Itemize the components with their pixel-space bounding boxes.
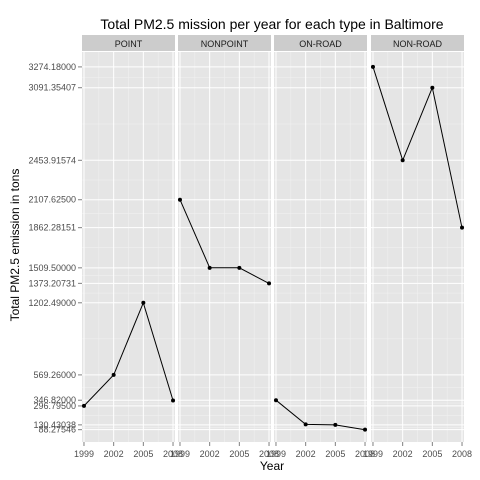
data-point [267,281,272,286]
x-tick-label: 2002 [104,449,124,459]
data-point [303,422,308,427]
data-point [370,64,375,69]
data-point [460,225,465,230]
x-tick-label: 2002 [296,449,316,459]
x-tick-label: 2002 [200,449,220,459]
x-tick-label: 2005 [229,449,249,459]
x-tick-label: 2008 [355,449,375,459]
facet-strip [371,35,464,51]
x-tick-label: 2008 [452,449,472,459]
x-tick-label: 1999 [74,449,94,459]
y-tick-label: 1202.49000 [28,298,76,308]
data-point [141,300,146,305]
x-tick-label: 2002 [393,449,413,459]
x-tick-label: 1999 [170,449,190,459]
x-tick-label: 2008 [259,449,279,459]
y-tick-label: 130.43038 [33,420,76,430]
y-tick-label: 88.27546 [38,425,76,435]
y-tick-label: 1862.28151 [28,223,76,233]
y-tick-label: 346.82000 [33,395,76,405]
x-axis-label: Year [260,459,284,473]
series-line [179,199,270,284]
data-point [333,422,338,427]
y-tick-label: 3091.35407 [28,83,76,93]
series-line [372,66,463,228]
data-point [111,372,116,377]
facet-strip-label: NONPOINT [201,39,249,49]
y-tick-label: 1509.50000 [28,263,76,273]
facet-strip-label: NON-ROAD [393,39,442,49]
data-point [171,398,176,403]
facet-strip [82,35,175,51]
data-point [430,85,435,90]
series-line [275,399,366,431]
y-axis-label: Total PM2.5 emission in tons [8,169,22,322]
x-tick-label: 1999 [363,449,383,459]
facet-panel-non-road: NON-ROAD 1999 2002 2005 2008 [363,35,472,459]
x-tick-label: 2005 [422,449,442,459]
chart-title: Total PM2.5 mission per year for each ty… [100,16,443,32]
facet-strip [274,35,367,51]
x-tick-label: 1999 [266,449,286,459]
facet-strip-label: ON-ROAD [299,39,342,49]
data-point [400,158,405,163]
facet-panel-point: POINT 1999 2002 2005 2008 [74,35,183,459]
y-tick-label: 2453.91574 [28,155,76,165]
facet-strip-label: POINT [115,39,143,49]
series-line [83,301,174,407]
x-tick-label: 2005 [325,449,345,459]
x-tick-label: 2008 [163,449,183,459]
facet-strip [178,35,271,51]
y-tick-label: 296.79500 [33,401,76,411]
x-tick-label: 2005 [133,449,153,459]
data-point [273,398,278,403]
facet-panel-nonpoint: NONPOINT 1999 2002 2005 2008 [170,35,279,459]
y-tick-label: 1373.20731 [28,278,76,288]
y-tick-label: 3274.18000 [28,62,76,72]
data-point [363,427,368,432]
facet-panel-on-road: ON-ROAD 1999 2002 2005 2008 [266,35,375,459]
data-point [207,265,212,270]
data-point [237,265,242,270]
y-tick-label: 569.26000 [33,370,76,380]
y-tick-label: 2107.62500 [28,195,76,205]
facet-panels: POINT 1999 2002 2005 2008 NONPOINT 1999 2002 200… [74,35,472,459]
data-point [177,197,182,202]
data-point [81,403,86,408]
